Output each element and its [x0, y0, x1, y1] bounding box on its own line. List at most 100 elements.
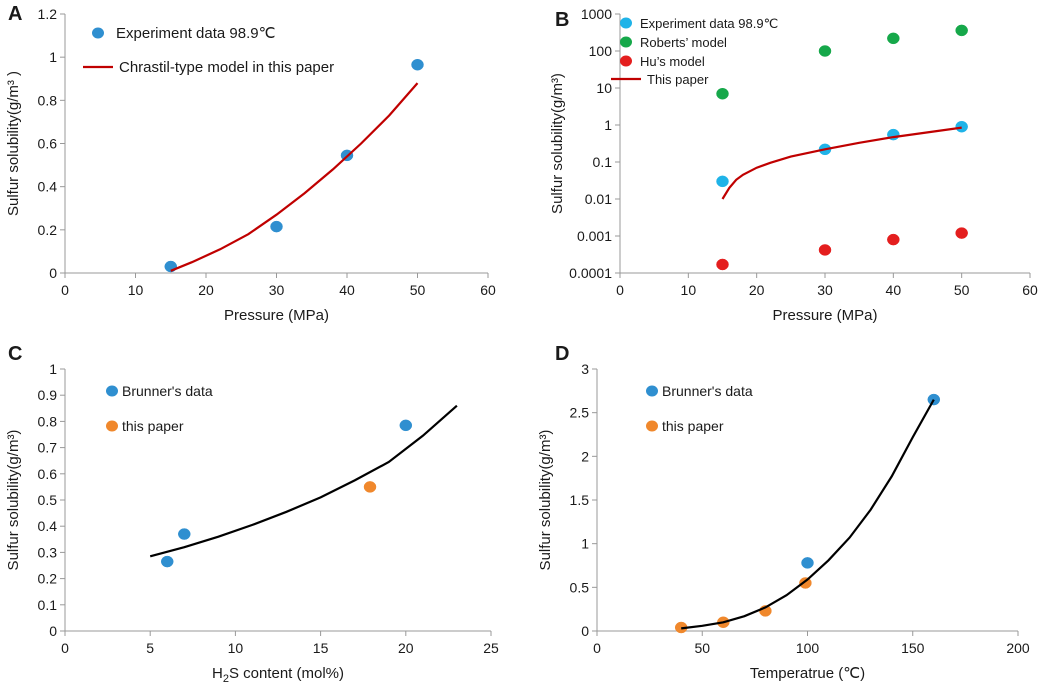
x-tick-label: 20 — [749, 282, 765, 298]
data-point — [399, 419, 413, 432]
legend-marker — [106, 420, 118, 432]
x-axis-label: H2S content (mol%) — [212, 665, 344, 685]
legend-label: Experiment data 98.9℃ — [640, 16, 778, 31]
legend-label: Experiment data 98.9℃ — [116, 25, 275, 42]
y-axis-label: Sulfur solubility(g/m³) — [5, 430, 22, 571]
x-tick-label: 0 — [593, 640, 601, 656]
y-tick-label: 0.1 — [593, 154, 613, 170]
y-tick-label: 2.5 — [570, 405, 590, 421]
legend-label: This paper — [647, 72, 709, 87]
legend-marker — [106, 385, 118, 397]
fit-curve-2 — [681, 399, 935, 630]
x-tick-label: 40 — [339, 282, 355, 298]
data-point — [955, 24, 968, 37]
y-axis-label: Sulfur solubility(g/m³) — [549, 73, 566, 214]
x-tick-label: 10 — [128, 282, 144, 298]
y-tick-label: 3 — [581, 361, 589, 377]
x-axis-label: Pressure (MPa) — [224, 307, 329, 324]
x-tick-label: 50 — [410, 282, 426, 298]
x-tick-label: 40 — [886, 282, 902, 298]
data-point — [955, 120, 968, 133]
y-tick-label: 1.5 — [570, 492, 590, 508]
x-tick-label: 200 — [1006, 640, 1030, 656]
x-axis-label: Temperatrue (℃) — [750, 665, 865, 682]
panel-label-c: C — [8, 343, 22, 365]
data-point — [818, 244, 832, 256]
data-point — [955, 227, 968, 239]
y-tick-label: 10 — [596, 80, 612, 96]
x-tick-label: 50 — [694, 640, 710, 656]
y-tick-label: 0.1 — [38, 597, 58, 613]
y-tick-label: 0 — [49, 265, 57, 281]
y-tick-label: 0.4 — [38, 179, 58, 195]
y-tick-label: 0.9 — [38, 387, 58, 403]
data-point — [363, 481, 377, 493]
legend-marker — [620, 36, 632, 48]
y-tick-label: 0.3 — [38, 544, 58, 560]
x-axis-label-part: S content (mol%) — [229, 665, 344, 682]
y-tick-label: 0.8 — [38, 413, 58, 429]
panel-label-b: B — [555, 9, 569, 31]
panel-label-a: A — [8, 3, 22, 25]
x-tick-label: 0 — [61, 282, 69, 298]
x-tick-label: 0 — [61, 640, 69, 656]
y-tick-label: 0.5 — [38, 492, 58, 508]
data-point — [818, 45, 832, 57]
x-tick-label: 10 — [228, 640, 244, 656]
data-point — [411, 58, 424, 71]
y-tick-label: 0.2 — [38, 571, 58, 587]
y-tick-label: 0.5 — [570, 579, 590, 595]
legend-label: this paper — [122, 418, 184, 434]
data-point — [716, 258, 729, 271]
legend-marker — [646, 385, 658, 397]
y-tick-label: 0.7 — [38, 440, 58, 456]
data-point — [716, 175, 729, 188]
legend-marker — [646, 420, 658, 432]
fit-curve-2 — [149, 404, 458, 558]
data-point — [716, 87, 729, 100]
y-tick-label: 100 — [589, 43, 613, 59]
y-tick-label: 0 — [49, 623, 57, 639]
x-tick-label: 20 — [198, 282, 214, 298]
y-tick-label: 1 — [604, 117, 612, 133]
x-tick-label: 30 — [817, 282, 833, 298]
x-tick-label: 15 — [313, 640, 329, 656]
x-tick-label: 60 — [480, 282, 496, 298]
y-tick-label: 0.01 — [585, 191, 612, 207]
data-point — [178, 528, 191, 540]
legend-label: Hu’s model — [640, 54, 705, 69]
y-axis-label: Sulfur solubility(g/m³ ) — [5, 71, 22, 216]
x-axis-label-subscript: 2 — [223, 673, 229, 685]
panel-c: C 0 5 10 15 20 25 0 0.1 0.2 0.3 0.4 0.5 0.6 0.7 0.8 0.9 1… — [5, 343, 499, 685]
panel-d: D 0 50 100 150 200 0 0.5 1 1.5 2 2.5 3 Temperatrue (℃… — [537, 343, 1030, 682]
legend-marker — [620, 55, 632, 67]
x-axis-label: Pressure (MPa) — [772, 307, 877, 324]
legend-label: Chrastil-type model in this paper — [119, 59, 334, 76]
legend-label: this paper — [662, 418, 724, 434]
y-tick-label: 2 — [581, 448, 589, 464]
y-tick-label: 0.4 — [38, 518, 58, 534]
legend-marker — [92, 27, 104, 39]
data-point — [887, 233, 900, 246]
data-point — [927, 393, 941, 406]
x-tick-label: 60 — [1022, 282, 1038, 298]
data-point — [801, 557, 814, 569]
panel-b: B 0 10 20 30 40 50 60 0.0001 0.001 0.01 0.1 1 10 100 10… — [549, 6, 1038, 324]
y-tick-label: 0.2 — [38, 222, 58, 238]
x-tick-label: 150 — [901, 640, 925, 656]
data-point — [799, 577, 812, 589]
x-tick-label: 0 — [616, 282, 624, 298]
x-axis-label-part: H — [212, 665, 223, 682]
y-tick-label: 1.2 — [38, 6, 58, 22]
legend-marker — [620, 17, 632, 29]
y-tick-label: 0.8 — [38, 92, 58, 108]
data-point — [270, 220, 283, 233]
panel-label-d: D — [555, 343, 569, 365]
x-tick-label: 30 — [269, 282, 285, 298]
panel-a: A 0 10 20 30 40 50 60 0 0.2 0.4 0.6 0.8 1 1.2 Pressure … — [5, 3, 496, 324]
x-tick-label: 100 — [796, 640, 820, 656]
x-tick-label: 25 — [483, 640, 499, 656]
y-tick-label: 1 — [49, 49, 57, 65]
y-tick-label: 0 — [581, 623, 589, 639]
